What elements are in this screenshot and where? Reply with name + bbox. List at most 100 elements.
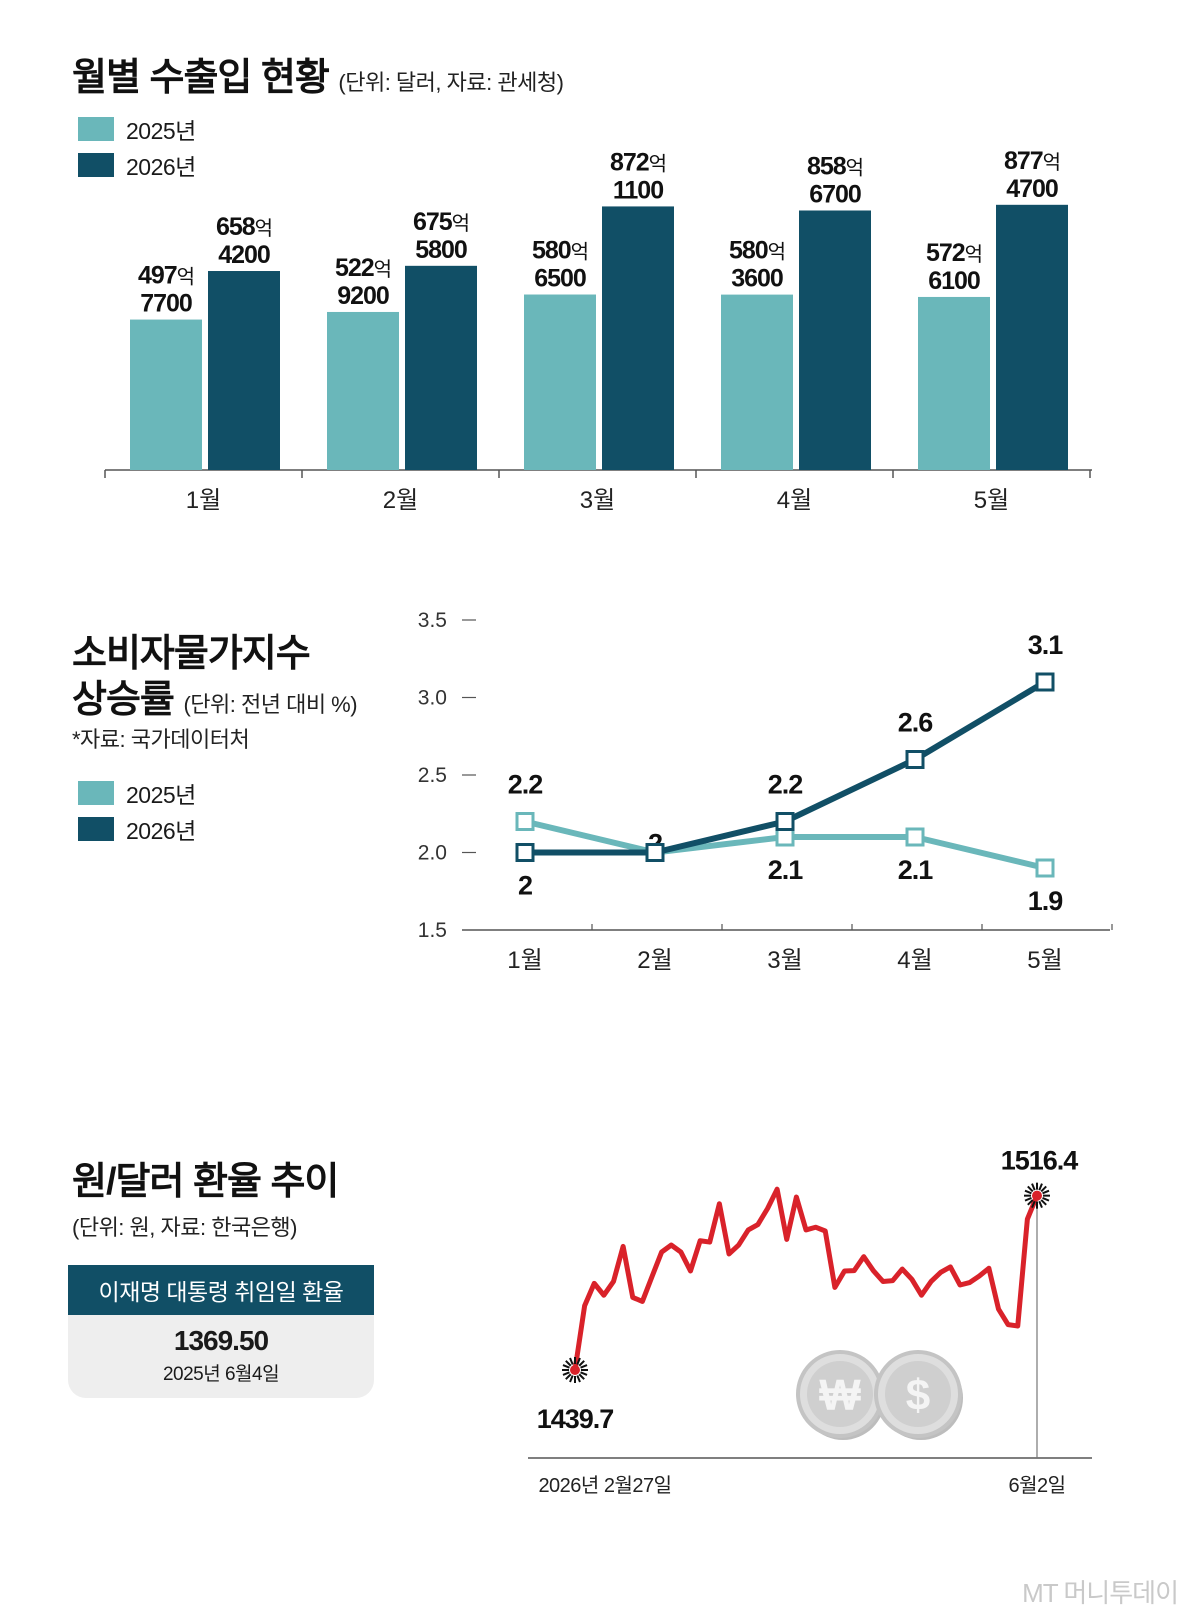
bar-data-label: 5800 (415, 236, 467, 264)
cpi-data-label: 2.2 (508, 770, 543, 800)
bar-2025년 (327, 311, 399, 470)
bar-data-label: 858억 (807, 152, 863, 180)
cpi-data-label: 2.6 (898, 708, 934, 738)
cpi-point-marker (905, 827, 925, 847)
fx-start-marker (570, 1365, 580, 1375)
x-tick-label: 5월 (974, 487, 1009, 514)
bar-data-label: 4200 (218, 241, 270, 269)
bar-data-label: 572억 (926, 239, 982, 267)
cpi-point-marker (1035, 858, 1055, 878)
bar-data-label: 580억 (729, 237, 785, 265)
bar-data-label: 4700 (1006, 175, 1058, 203)
fx-start-label: 1439.7 (537, 1404, 614, 1434)
fx-end-marker-ray (1040, 1199, 1047, 1206)
legend-label-2025: 2025년 (126, 118, 196, 144)
x-tick-label: 1월 (186, 487, 221, 514)
inauguration-rate-box-title: 이재명 대통령 취임일 환율 (68, 1265, 374, 1315)
fx-series-line (572, 1186, 1040, 1371)
fx-end-label: 1516.4 (1001, 1146, 1079, 1176)
cpi-legend-2026: 2026년 (78, 812, 196, 846)
fx-start-marker-ray (569, 1357, 574, 1365)
y-tick-label: 2.0 (418, 842, 447, 865)
bar-2026년 (208, 271, 280, 470)
cpi-data-label: 3.1 (1028, 630, 1064, 660)
bar-2025년 (130, 319, 202, 470)
x-tick-label: 4월 (777, 487, 812, 514)
legend-swatch-2025 (78, 117, 114, 141)
fx-end-marker-ray (1031, 1200, 1036, 1209)
fx-start-marker-ray (578, 1360, 585, 1367)
fx-subtitle: (단위: 원, 자료: 한국은행) (72, 1215, 298, 1240)
bar-2025년 (721, 294, 793, 470)
bar-data-label: 658억 (216, 213, 272, 241)
cpi-line-chart: 3.53.02.52.01.51월2월3월4월5월2.222.12.11.922… (418, 609, 1113, 974)
bar-data-label: 6700 (809, 180, 861, 208)
legend-label-2025: 2025년 (126, 782, 196, 808)
fx-end-marker-ray (1040, 1185, 1047, 1193)
trade-subtitle: (단위: 달러, 자료: 관세청) (338, 70, 564, 95)
bar-data-label: 872억 (610, 148, 666, 176)
cpi-source: *자료: 국가데이터처 (72, 727, 250, 752)
legend-swatch-2026 (78, 817, 114, 841)
fx-start-marker-ray (576, 1375, 581, 1383)
y-tick-label: 3.0 (418, 687, 447, 710)
x-tick-label: 5월 (1027, 947, 1062, 974)
bar-2026년 (602, 206, 674, 471)
fx-title: 원/달러 환율 추이 (72, 1161, 339, 1203)
bar-data-label: 877억 (1004, 147, 1060, 175)
cpi-data-label: 2.2 (768, 770, 803, 800)
fx-start-marker-ray (580, 1364, 588, 1369)
cpi-data-label: 1.9 (1028, 886, 1064, 916)
x-tick-label: 2월 (383, 487, 418, 514)
cpi-title-line2-text: 상승률 (72, 679, 175, 721)
fx-end-marker-ray (1024, 1197, 1032, 1202)
bar-2025년 (918, 296, 990, 470)
legend-label-2026: 2026년 (126, 154, 196, 180)
legend-swatch-2026 (78, 153, 114, 177)
cpi-title-line1: 소비자물가지수 (72, 633, 311, 675)
bar-data-label: 1100 (613, 176, 663, 204)
x-tick-label: 3월 (767, 947, 802, 974)
cpi-legend-2025: 2025년 (78, 776, 196, 810)
x-tick-label: 2026년 2월27일 (538, 1474, 671, 1497)
fx-end-marker-ray (1031, 1183, 1036, 1191)
bar-data-label: 9200 (337, 282, 389, 310)
trade-legend-2025: 2025년 (78, 112, 196, 146)
cpi-point-marker (905, 750, 925, 769)
x-tick-label: 3월 (580, 487, 615, 514)
watermark-logo: MT 머니투데이 (1022, 1578, 1179, 1608)
fx-end-marker-ray (1042, 1197, 1050, 1202)
bar-data-label: 580억 (532, 237, 588, 265)
inauguration-rate-value: 1369.50 (173, 1325, 269, 1356)
bar-data-label: 497억 (138, 262, 194, 290)
cpi-point-marker (515, 843, 535, 862)
fx-start-marker-ray (565, 1360, 572, 1367)
fx-start-marker-ray (562, 1364, 570, 1369)
y-tick-label: 3.5 (418, 609, 447, 632)
x-tick-label: 6월2일 (1008, 1474, 1065, 1497)
cpi-point-marker (515, 812, 535, 831)
fx-end-marker-ray (1038, 1183, 1043, 1191)
y-tick-label: 2.5 (418, 764, 447, 787)
dollar-coin-icon-inner (885, 1361, 951, 1427)
bar-data-label: 675억 (413, 208, 469, 236)
fx-end-marker (1032, 1190, 1042, 1201)
inauguration-rate-box: 1369.50 2025년 6월4일 (68, 1315, 374, 1398)
x-tick-label: 4월 (897, 947, 932, 974)
cpi-point-marker (775, 827, 795, 847)
trade-legend-2026: 2026년 (78, 148, 196, 182)
bar-2026년 (799, 210, 871, 470)
x-tick-label: 2월 (637, 947, 672, 974)
fx-end-marker-ray (1027, 1199, 1034, 1206)
bar-2026년 (996, 204, 1068, 470)
x-tick-label: 1월 (507, 947, 542, 974)
fx-end-marker-ray (1024, 1189, 1032, 1195)
cpi-subtitle: (단위: 전년 대비 %) (183, 692, 358, 717)
bar-2025년 (524, 294, 596, 470)
fx-end-marker-ray (1038, 1200, 1043, 1209)
won-coin-icon-inner (807, 1361, 873, 1427)
trade-title-text: 월별 수출입 현황 (72, 57, 330, 99)
legend-label-2026: 2026년 (126, 818, 196, 844)
cpi-point-marker (645, 843, 665, 862)
